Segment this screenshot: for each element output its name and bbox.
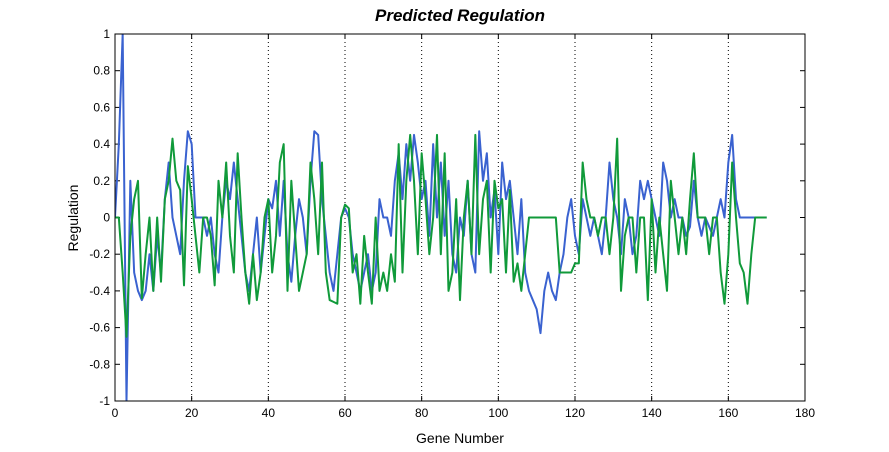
y-tick-label: -1 — [99, 394, 110, 408]
x-axis-label: Gene Number — [416, 430, 504, 446]
y-tick-label: 0.2 — [93, 174, 110, 188]
series-line — [115, 133, 767, 338]
x-tick-label: 60 — [338, 406, 352, 420]
x-tick-label: 120 — [565, 406, 585, 420]
x-tick-label: 100 — [488, 406, 508, 420]
x-tick-label: 20 — [185, 406, 199, 420]
x-tick-label: 180 — [795, 406, 815, 420]
y-tick-label: -0.4 — [89, 284, 110, 298]
y-tick-label: 0.8 — [93, 64, 110, 78]
x-tick-label: 160 — [718, 406, 738, 420]
x-tick-label: 0 — [112, 406, 119, 420]
x-tick-label: 140 — [642, 406, 662, 420]
y-tick-label: 0 — [103, 211, 110, 225]
y-tick-label: -0.2 — [89, 247, 110, 261]
chart-title: Predicted Regulation — [375, 6, 545, 25]
x-tick-label: 80 — [415, 406, 429, 420]
y-tick-label: 1 — [103, 27, 110, 41]
y-axis-label: Regulation — [65, 185, 81, 252]
y-tick-label: 0.6 — [93, 100, 110, 114]
plot-frame — [114, 33, 806, 402]
y-tick-label: -0.8 — [89, 357, 110, 371]
y-tick-label: 0.4 — [93, 137, 110, 151]
x-tick-label: 40 — [262, 406, 276, 420]
y-tick-label: -0.6 — [89, 321, 110, 335]
